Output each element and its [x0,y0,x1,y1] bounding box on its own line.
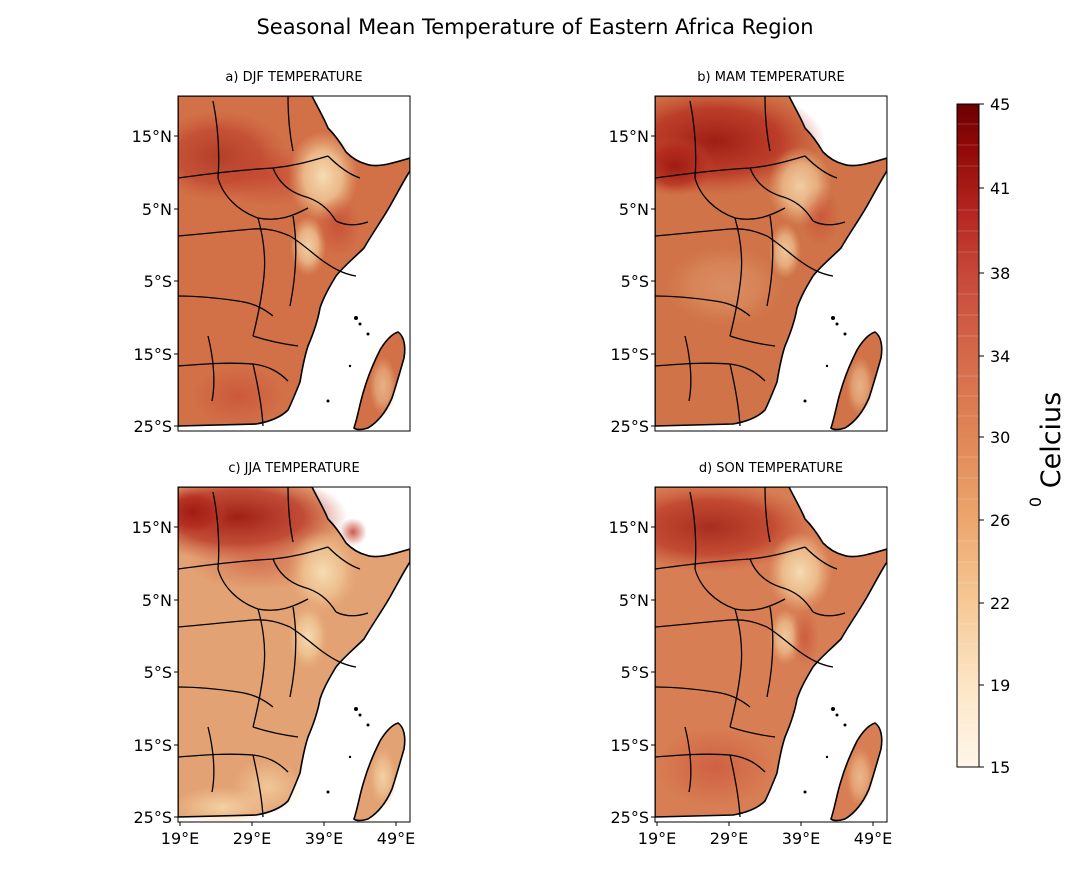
lon-tick-label: 19°E [161,829,199,848]
colorbar-label-superscript-text: 0 [1026,497,1045,507]
panel-son: d) SON TEMPERATURE [609,461,893,848]
country-borders [655,96,846,427]
lat-tick-label: 5°N [142,200,172,219]
lon-tick-label: 39°E [782,829,820,848]
colorbar-tick-label: 26 [990,511,1010,530]
map-area [655,487,887,822]
colorbar-label-superscript: 0 [1026,497,1045,507]
lon-axis: 19°E 29°E 39°E 49°E [161,822,415,848]
colorbar-gradient [957,104,979,767]
lon-tick-label: 39°E [305,829,343,848]
lat-tick-label: 15°N [132,127,172,146]
colorbar-tick-label: 41 [990,179,1010,198]
map-frame [654,95,888,432]
lat-axis: 15°N 5°N 5°S 15°S 25°S [609,518,655,827]
lat-tick-label: 5°S [621,663,649,682]
lat-tick-label: 15°S [610,345,649,364]
map-frame [654,486,888,823]
lon-tick-label: 19°E [638,829,676,848]
map-frame [177,486,411,823]
panel-mam: b) MAM TEMPERATURE [609,70,888,436]
colorbar-frame [956,103,980,768]
lat-tick-label: 5°S [144,663,172,682]
colorbar-tick-label: 19 [990,676,1010,695]
colorbar-tick-label: 34 [990,347,1010,366]
lat-tick-label: 15°S [133,736,172,755]
islands [803,316,847,403]
colorbar-label-text: Celcius [1036,392,1065,489]
colorbar-label: Celcius [1036,392,1065,489]
lat-tick-label: 15°N [609,518,649,537]
lat-tick-label: 25°S [133,808,172,827]
lat-tick-label: 15°S [610,736,649,755]
lat-tick-label: 5°S [144,272,172,291]
lat-tick-label: 5°N [142,591,172,610]
figure-title: Seasonal Mean Temperature of Eastern Afr… [256,15,813,39]
lon-tick-label: 49°E [377,829,415,848]
panel-title: b) MAM TEMPERATURE [697,70,844,85]
lon-tick-label: 29°E [710,829,748,848]
lat-tick-label: 25°S [610,417,649,436]
islands [326,316,370,403]
lat-tick-label: 5°N [619,200,649,219]
map-frame [177,95,411,432]
country-borders [178,96,369,427]
colorbar-tick-label: 38 [990,264,1010,283]
map-area [655,96,887,431]
lat-tick-label: 5°S [621,272,649,291]
lat-tick-label: 25°S [610,808,649,827]
colorbar-tick-label: 22 [990,594,1010,613]
colorbar-ticks [979,103,984,768]
lat-tick-label: 15°N [132,518,172,537]
lat-tick-label: 15°N [609,127,649,146]
map-area [178,96,410,431]
colorbar: 45 41 38 34 30 26 22 19 15 [956,95,1010,777]
lon-tick-label: 29°E [233,829,271,848]
islands [326,707,370,794]
lat-tick-label: 5°N [619,591,649,610]
lat-tick-label: 25°S [133,417,172,436]
panel-title: d) SON TEMPERATURE [699,461,843,476]
colorbar-tick-label: 30 [990,428,1010,447]
lon-tick-label: 49°E [854,829,892,848]
panel-title: a) DJF TEMPERATURE [225,70,362,85]
panel-djf: a) DJF TEMPERATURE [132,70,411,436]
country-borders [178,487,369,818]
islands [803,707,847,794]
panel-title: c) JJA TEMPERATURE [228,461,359,476]
colorbar-bands [957,123,979,747]
lat-axis: 15°N 5°N 5°S 15°S 25°S [609,127,655,436]
panel-jja: c) JJA TEMPERATURE [132,461,416,848]
lon-axis: 19°E 29°E 39°E 49°E [638,822,892,848]
lat-tick-label: 15°S [133,345,172,364]
colorbar-tick-label: 45 [990,95,1010,114]
colorbar-tick-label: 15 [990,758,1010,777]
country-borders [655,487,846,818]
map-area [178,487,410,822]
lat-axis: 15°N 5°N 5°S 15°S 25°S [132,518,178,827]
lat-axis: 15°N 5°N 5°S 15°S 25°S [132,127,178,436]
